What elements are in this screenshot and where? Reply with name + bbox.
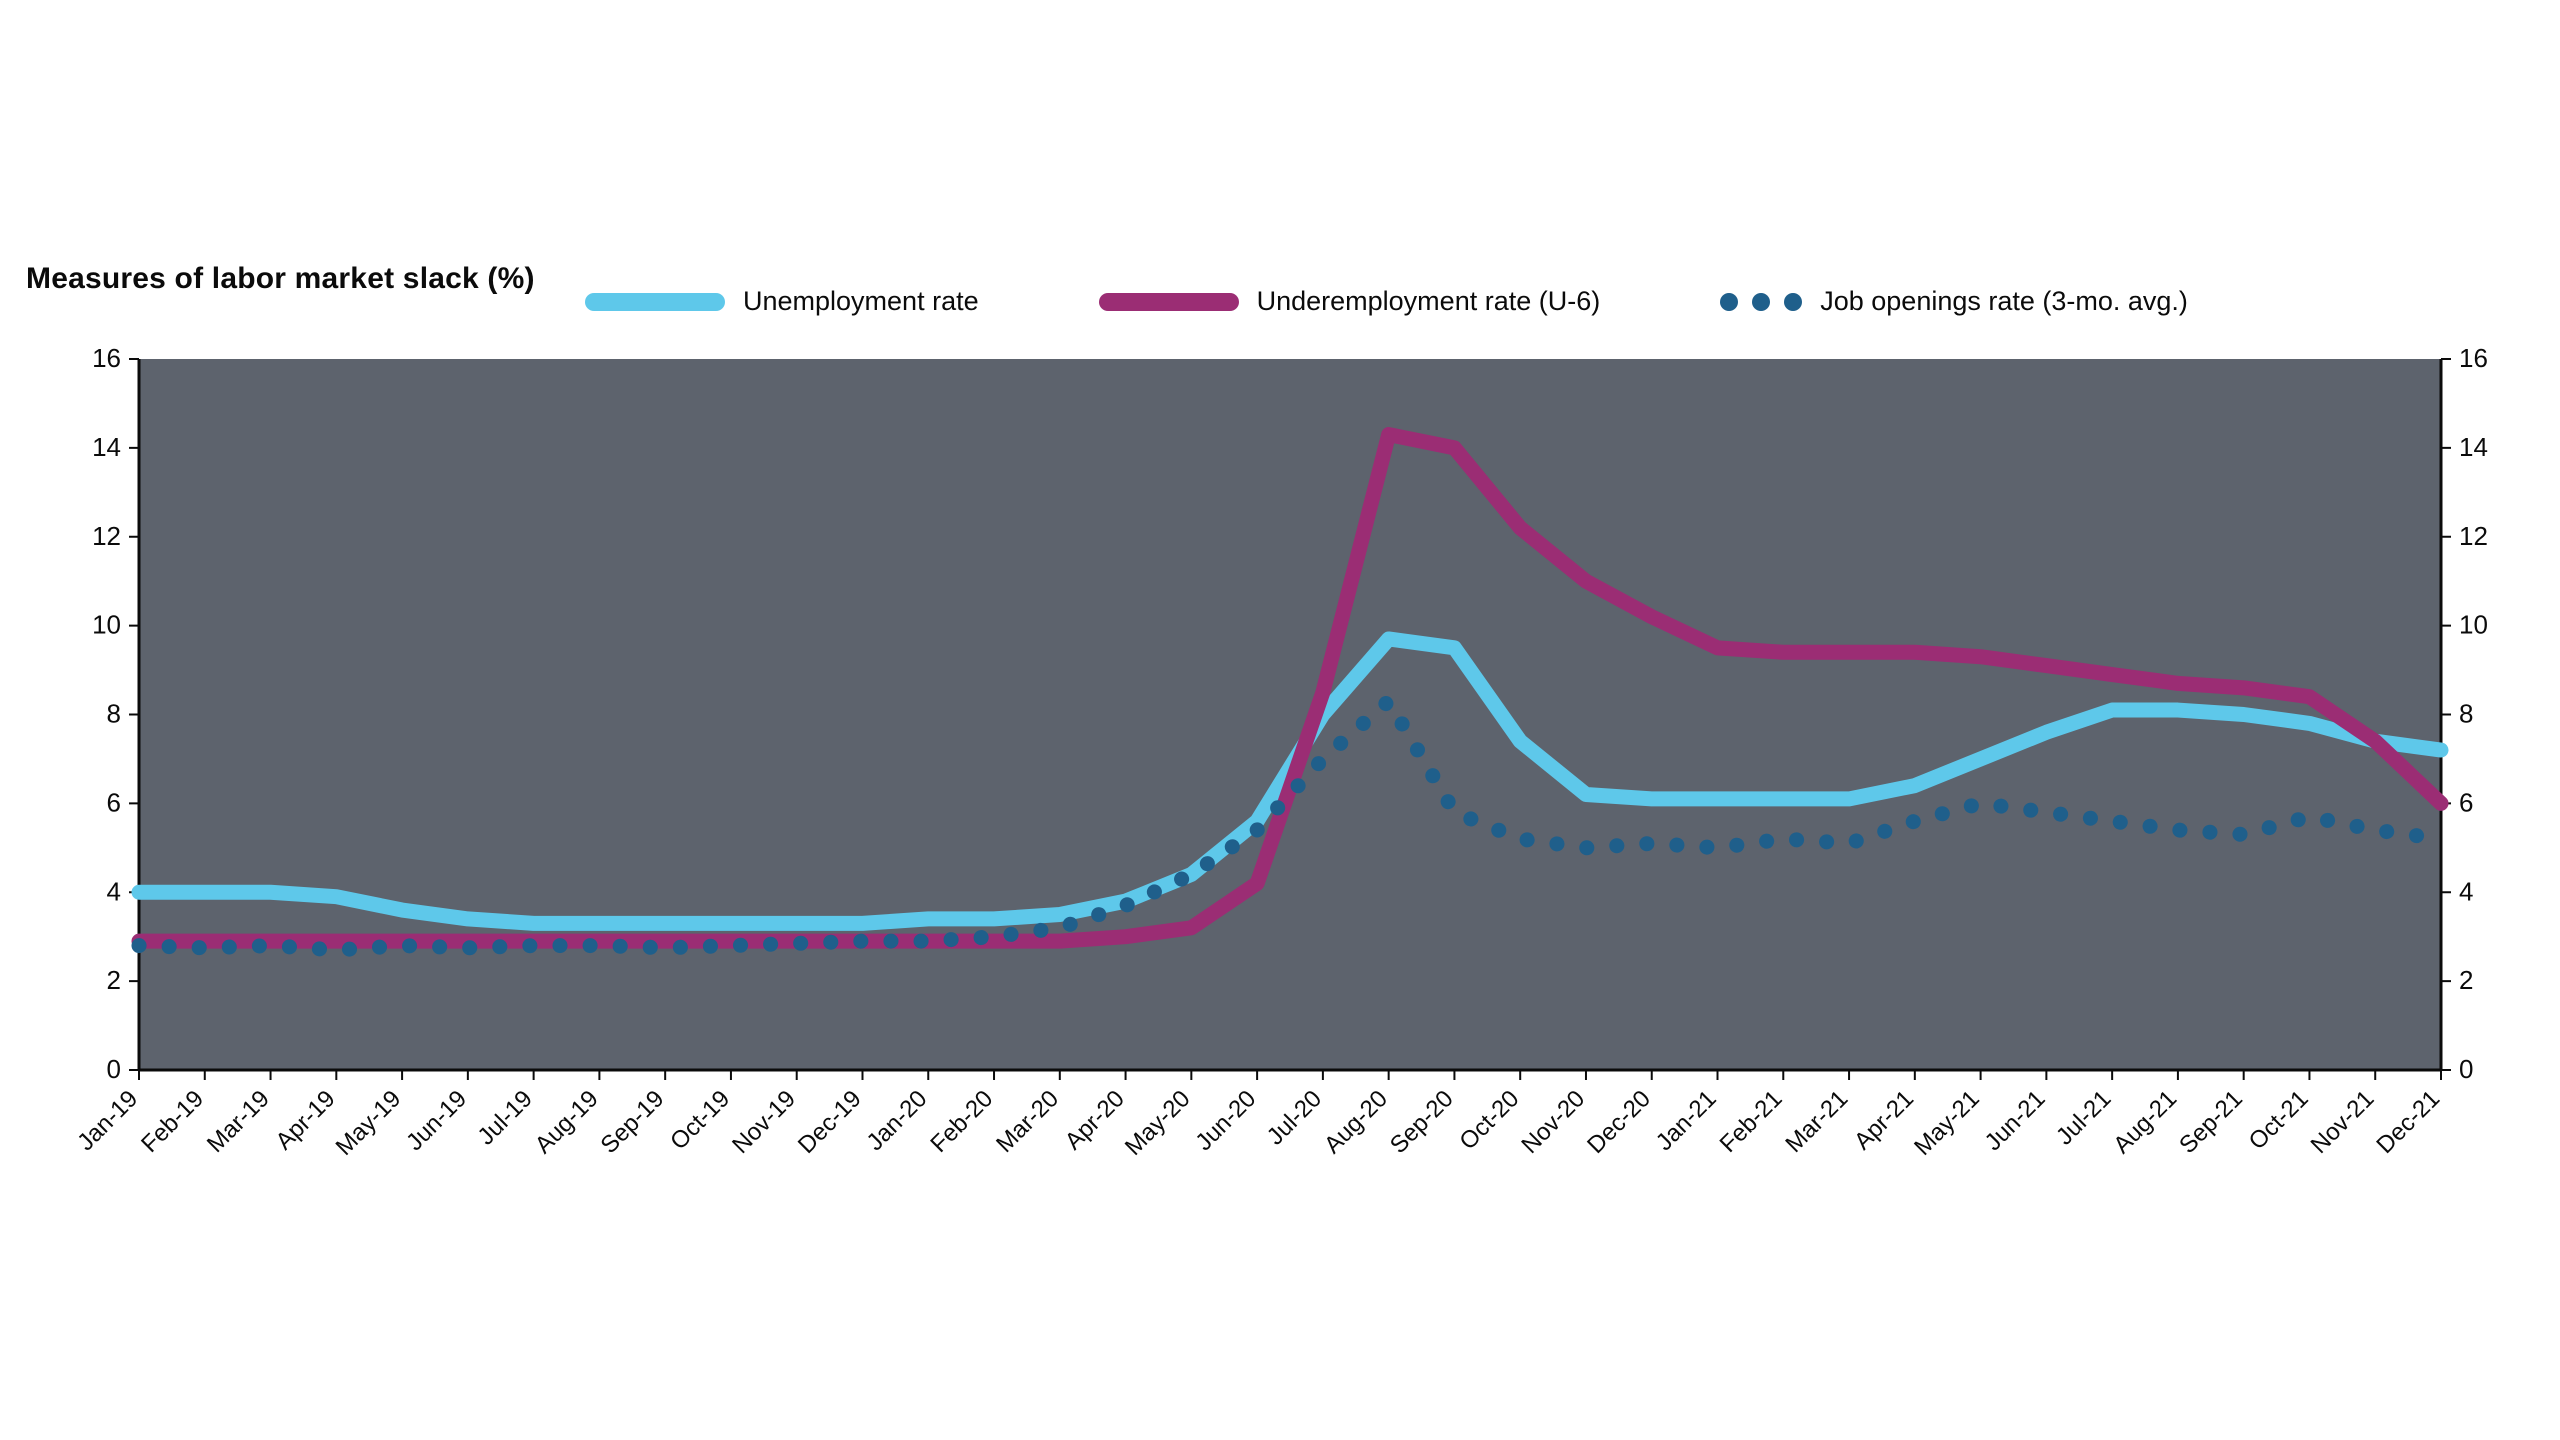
y-axis-tick-label-right: 8	[2459, 699, 2473, 729]
x-axis-tick-label: Jun-19	[401, 1085, 472, 1156]
x-axis-tick-label: Sep-20	[1385, 1085, 1459, 1159]
y-axis-tick-label-left: 16	[92, 343, 121, 373]
chart-title: Measures of labor market slack (%)	[26, 262, 535, 295]
x-axis-tick-label: Jan-20	[862, 1085, 933, 1156]
y-axis-tick-label-right: 6	[2459, 787, 2473, 817]
legend-label-1: Underemployment rate (U-6)	[1256, 286, 1601, 316]
x-axis-tick-label: Feb-19	[136, 1085, 209, 1158]
x-axis-tick-label: Sep-19	[596, 1085, 670, 1159]
x-axis-tick-label: Dec-20	[1582, 1085, 1656, 1159]
legend-swatch-0	[585, 292, 725, 311]
x-axis-tick-label: Mar-19	[202, 1085, 275, 1158]
x-axis-tick-label: Sep-21	[2174, 1085, 2248, 1159]
x-axis-tick-label: Mar-21	[1780, 1085, 1853, 1158]
legend-swatch-1	[1098, 292, 1239, 311]
y-axis-tick-label-right: 0	[2459, 1054, 2473, 1084]
y-axis-tick-label-right: 10	[2459, 610, 2488, 640]
y-axis-tick-label-left: 2	[107, 965, 121, 995]
legend-item-1: Underemployment rate (U-6)	[1098, 286, 1601, 317]
y-axis-tick-label-right: 12	[2459, 521, 2488, 551]
legend-label-0: Unemployment rate	[743, 286, 979, 316]
x-axis-tick-label: Jul-19	[473, 1085, 538, 1150]
x-axis-tick-label: Nov-20	[1516, 1085, 1590, 1159]
x-axis-tick-label: May-19	[331, 1085, 407, 1161]
x-axis-tick-label: Jan-19	[72, 1085, 143, 1156]
x-axis-tick-label: Nov-19	[727, 1085, 801, 1159]
x-axis-tick-label: Apr-19	[271, 1085, 341, 1155]
x-axis-tick-label: Jul-20	[1262, 1085, 1327, 1150]
x-axis-tick-label: Oct-21	[2244, 1085, 2314, 1155]
legend-label-2: Job openings rate (3-mo. avg.)	[1820, 286, 2188, 316]
x-axis-tick-label: Feb-21	[1715, 1085, 1788, 1158]
y-axis-tick-label-left: 4	[107, 876, 121, 906]
x-axis-tick-label: Feb-20	[925, 1085, 998, 1158]
x-axis-tick-label: May-20	[1120, 1085, 1196, 1161]
y-axis-tick-label-left: 12	[92, 521, 121, 551]
x-axis-tick-label: Oct-20	[1454, 1085, 1524, 1155]
y-axis-tick-label-left: 10	[92, 610, 121, 640]
legend-item-2: Job openings rate (3-mo. avg.)	[1720, 286, 2188, 317]
chart-legend: Unemployment rate Underemployment rate (U…	[585, 286, 2188, 317]
x-axis-tick-label: Apr-20	[1060, 1085, 1130, 1155]
y-axis-tick-label-left: 14	[92, 432, 121, 462]
x-axis-tick-label: Oct-19	[665, 1085, 735, 1155]
x-axis-tick-label: Nov-21	[2306, 1085, 2380, 1159]
legend-item-0: Unemployment rate	[585, 286, 979, 317]
y-axis-tick-label-left: 6	[107, 787, 121, 817]
y-axis-tick-label-right: 4	[2459, 876, 2473, 906]
x-axis-tick-label: Jun-20	[1190, 1085, 1261, 1156]
x-axis-tick-label: Jun-21	[1980, 1085, 2051, 1156]
series-line-2	[131, 693, 2449, 958]
legend-swatch-2	[1720, 292, 1803, 311]
series-line-1	[131, 427, 2449, 949]
y-axis-tick-label-right: 14	[2459, 432, 2488, 462]
x-axis-tick-label: May-21	[1909, 1085, 1985, 1161]
y-axis-tick-label-right: 16	[2459, 343, 2488, 373]
x-axis-tick-label: Dec-21	[2371, 1085, 2445, 1159]
y-axis-tick-label-left: 0	[107, 1054, 121, 1084]
plot-area	[139, 359, 2441, 1070]
x-axis-tick-label: Mar-20	[991, 1085, 1064, 1158]
x-axis-tick-label: Dec-19	[793, 1085, 867, 1159]
x-axis-tick-label: Aug-20	[1319, 1085, 1393, 1159]
x-axis-tick-label: Aug-19	[530, 1085, 604, 1159]
x-axis-tick-label: Aug-21	[2108, 1085, 2182, 1159]
x-axis-tick-label: Jul-21	[2051, 1085, 2116, 1150]
y-axis-tick-label-right: 2	[2459, 965, 2473, 995]
x-axis-tick-label: Jan-21	[1651, 1085, 1722, 1156]
y-axis-tick-label-left: 8	[107, 699, 121, 729]
x-axis-tick-label: Apr-21	[1849, 1085, 1919, 1155]
